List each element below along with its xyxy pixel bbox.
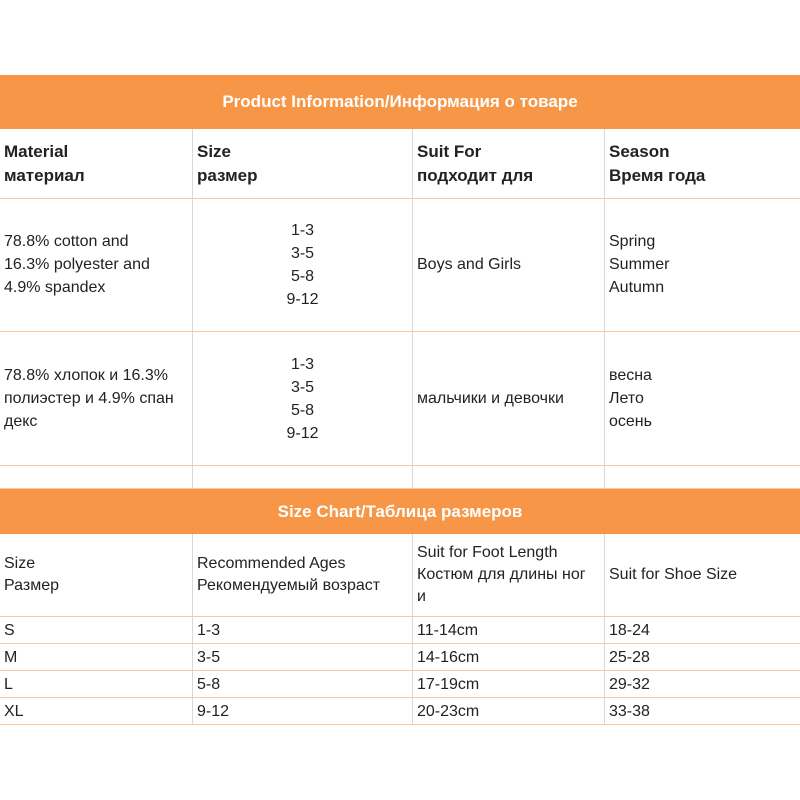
season-cell: весна Лето осень bbox=[605, 332, 800, 465]
cell-text: Autumn bbox=[609, 279, 665, 296]
season-cell: Spring Summer Autumn bbox=[605, 198, 800, 331]
cell-text: Spring bbox=[609, 233, 656, 250]
header-text: и bbox=[417, 588, 426, 605]
empty-cell bbox=[605, 466, 800, 488]
cell-text: весна bbox=[609, 367, 652, 384]
foot-length-cell: 20-23cm bbox=[413, 698, 605, 724]
header-text: Suit for Foot Length bbox=[417, 544, 558, 561]
cell-text: Лето bbox=[609, 390, 644, 407]
header-text: Size bbox=[197, 141, 232, 161]
cell-text: 3-5 bbox=[290, 244, 315, 262]
cell-text: Boys and Girls bbox=[417, 256, 522, 273]
cell-text: 1-3 bbox=[290, 355, 315, 373]
foot-length-cell: 11-14cm bbox=[413, 617, 605, 643]
cell-text: 78.8% хлопок и 16.3% bbox=[4, 367, 168, 384]
header-size: Size размер bbox=[193, 129, 413, 198]
size-cell: S bbox=[0, 617, 193, 643]
age-cell: 5-8 bbox=[193, 671, 413, 697]
header-text: Material bbox=[4, 141, 69, 161]
table-row: S 1-3 11-14cm 18-24 bbox=[0, 617, 800, 644]
age-cell: 1-3 bbox=[193, 617, 413, 643]
cell-text: полиэстер и 4.9% спан bbox=[4, 390, 174, 407]
age-cell: 9-12 bbox=[193, 698, 413, 724]
cell-text: 5-8 bbox=[290, 401, 315, 419]
cell-text: декс bbox=[4, 413, 38, 430]
empty-row bbox=[0, 466, 800, 489]
empty-cell bbox=[193, 466, 413, 488]
size-cell: 1-3 3-5 5-8 9-12 bbox=[193, 332, 413, 465]
cell-text: осень bbox=[609, 413, 652, 430]
header-material: Material материал bbox=[0, 129, 193, 198]
header-season: Season Время года bbox=[605, 129, 800, 198]
age-cell: 3-5 bbox=[193, 644, 413, 670]
header-text: Season bbox=[609, 141, 670, 161]
foot-length-cell: 14-16cm bbox=[413, 644, 605, 670]
product-info-header-row: Material материал Size размер Suit For подх… bbox=[0, 129, 800, 199]
header-text: материал bbox=[4, 165, 85, 185]
header-foot-length: Suit for Foot Length Костюм для длины ног… bbox=[413, 534, 605, 616]
suit-cell: Boys and Girls bbox=[413, 198, 605, 331]
table-row: 78.8% хлопок и 16.3% полиэстер и 4.9% спа… bbox=[0, 332, 800, 466]
cell-text: 1-3 bbox=[290, 221, 315, 239]
table-row: M 3-5 14-16cm 25-28 bbox=[0, 644, 800, 671]
size-cell: 1-3 3-5 5-8 9-12 bbox=[193, 198, 413, 331]
shoe-size-cell: 33-38 bbox=[609, 702, 650, 720]
header-text: подходит для bbox=[417, 165, 534, 185]
header-text: Size bbox=[4, 555, 36, 572]
size-chart-title: Size Chart/Таблица размеров bbox=[0, 489, 800, 534]
header-text: Suit for Shoe Size bbox=[609, 566, 738, 583]
header-text: Recommended Ages bbox=[197, 555, 346, 572]
header-text: Рекомендуемый возраст bbox=[197, 577, 381, 594]
header-size: Size Размер bbox=[0, 534, 193, 616]
cell-text: 5-8 bbox=[290, 267, 315, 285]
table-row: 78.8% cotton and 16.3% polyester and 4.9% … bbox=[0, 198, 800, 332]
header-shoe-size: Suit for Shoe Size bbox=[605, 534, 800, 616]
cell-text: 4.9% spandex bbox=[4, 279, 106, 296]
cell-text: мальчики и девочки bbox=[417, 390, 564, 407]
size-chart-header-row: Size Размер Recommended Ages Рекомендуемый… bbox=[0, 534, 800, 617]
cell-text: 9-12 bbox=[286, 424, 319, 442]
cell-text: 16.3% polyester and bbox=[4, 256, 150, 273]
cell-text: 3-5 bbox=[290, 378, 315, 396]
cell-text: Summer bbox=[609, 256, 670, 273]
header-text: Suit For bbox=[417, 141, 482, 161]
header-suit-for: Suit For подходит для bbox=[413, 129, 605, 198]
shoe-size-cell: 25-28 bbox=[609, 648, 650, 666]
empty-cell bbox=[0, 466, 193, 488]
cell-text: 78.8% cotton and bbox=[4, 233, 129, 250]
table-row: L 5-8 17-19cm 29-32 bbox=[0, 671, 800, 698]
header-text: размер bbox=[197, 165, 258, 185]
header-text: Время года bbox=[609, 165, 706, 185]
empty-cell bbox=[413, 466, 605, 488]
product-info-title: Product Information/Информация о товаре bbox=[0, 75, 800, 129]
foot-length-cell: 17-19cm bbox=[413, 671, 605, 697]
size-cell: XL bbox=[0, 698, 193, 724]
header-text: Размер bbox=[4, 577, 59, 594]
cell-text: 9-12 bbox=[286, 290, 319, 308]
shoe-size-cell: 29-32 bbox=[609, 675, 650, 693]
material-cell: 78.8% хлопок и 16.3% полиэстер и 4.9% спа… bbox=[0, 332, 193, 465]
header-text: Костюм для длины ног bbox=[417, 566, 586, 583]
material-cell: 78.8% cotton and 16.3% polyester and 4.9% … bbox=[0, 198, 193, 331]
suit-cell: мальчики и девочки bbox=[413, 332, 605, 465]
size-cell: M bbox=[0, 644, 193, 670]
size-cell: L bbox=[0, 671, 193, 697]
shoe-size-cell: 18-24 bbox=[609, 621, 650, 639]
header-ages: Recommended Ages Рекомендуемый возраст bbox=[193, 534, 413, 616]
table-row: XL 9-12 20-23cm 33-38 bbox=[0, 698, 800, 725]
